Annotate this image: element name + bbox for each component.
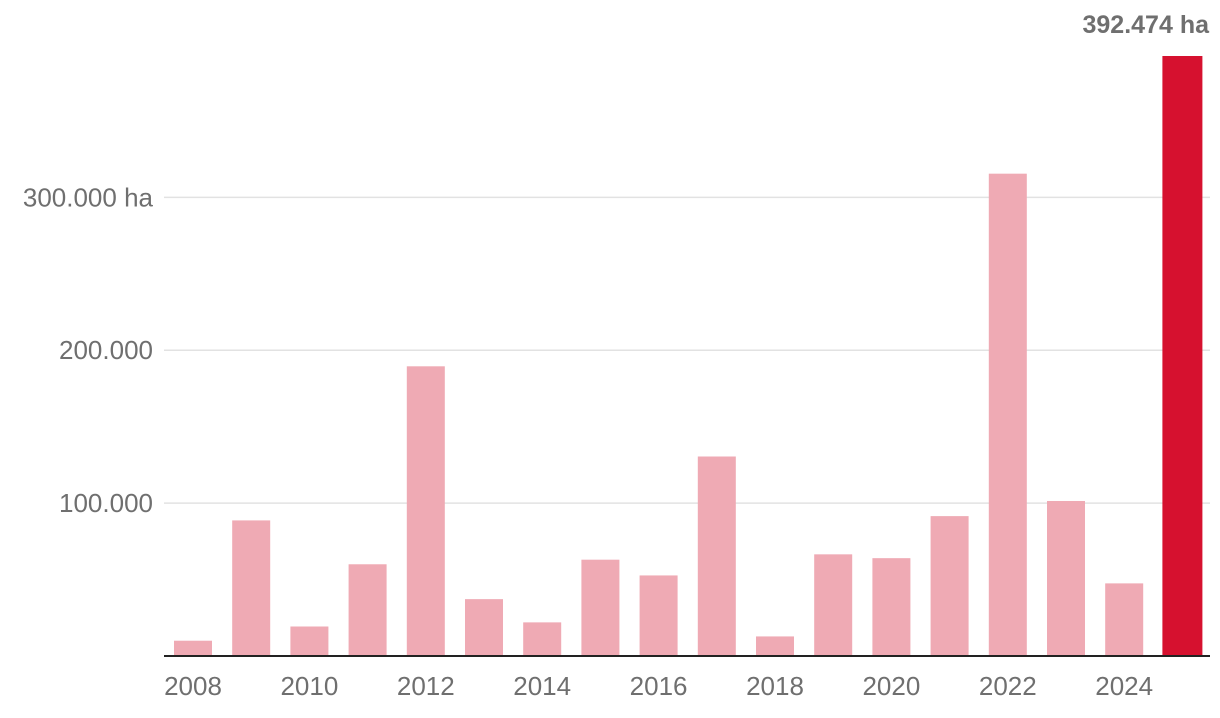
axis-labels: 100.000 200.000 300.000 ha 2008 2010 2012 2014… — [23, 11, 1210, 701]
y-tick-label: 100.000 — [59, 488, 153, 518]
x-tick-label: 2012 — [397, 671, 455, 701]
x-tick-label: 2022 — [979, 671, 1037, 701]
bar — [1047, 500, 1085, 656]
gridlines — [164, 196, 1210, 504]
bar-highlight — [1162, 56, 1203, 656]
x-tick-label: 2024 — [1095, 671, 1153, 701]
bar — [814, 554, 853, 656]
bar — [232, 520, 271, 656]
bar — [290, 626, 329, 656]
x-tick-label: 2018 — [746, 671, 804, 701]
highlight-value-label: 392.474 ha — [1083, 11, 1211, 39]
bar — [988, 173, 1027, 656]
x-tick-label: 2008 — [164, 671, 222, 701]
bar — [930, 516, 969, 656]
y-tick-label: 200.000 — [59, 335, 153, 365]
y-tick-label: 300.000 ha — [23, 182, 154, 212]
bar — [523, 622, 562, 656]
x-tick-label: 2020 — [862, 671, 920, 701]
x-tick-label: 2016 — [630, 671, 688, 701]
bar — [174, 640, 212, 656]
bar — [872, 558, 911, 656]
bars — [174, 56, 1203, 656]
bar — [1105, 583, 1144, 656]
bar — [639, 575, 678, 656]
bar — [406, 366, 445, 656]
x-tick-label: 2014 — [513, 671, 571, 701]
bar — [756, 636, 794, 656]
bar — [465, 599, 503, 656]
bar — [348, 564, 387, 656]
bar — [697, 456, 736, 656]
x-tick-label: 2010 — [280, 671, 338, 701]
bar — [581, 559, 620, 656]
